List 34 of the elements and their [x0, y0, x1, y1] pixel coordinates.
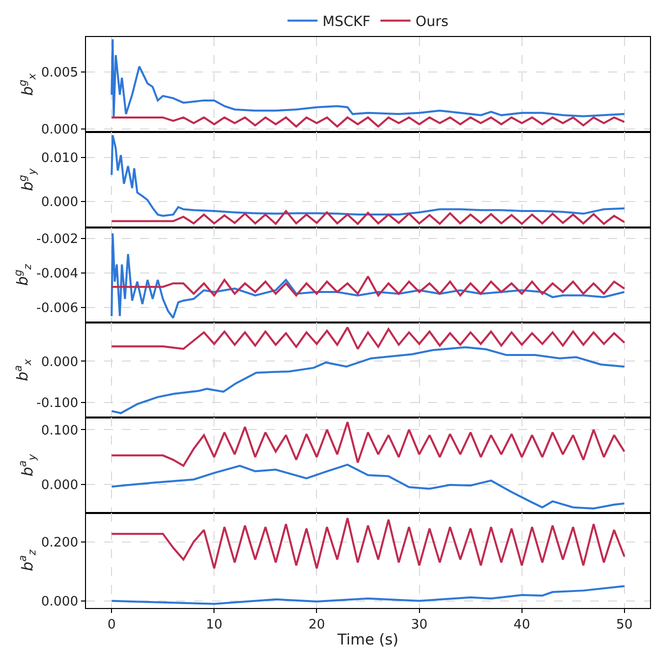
y-tick-label: 0.005 [41, 66, 78, 81]
y-tick-label: 0.000 [41, 194, 78, 210]
line-series [110, 116, 626, 128]
line-series [110, 517, 626, 570]
x-tick-label: 50 [616, 618, 633, 633]
y-tick-label: 0.000 [41, 122, 78, 138]
line-series [110, 326, 626, 350]
line-series [110, 210, 626, 225]
y-tick-label: -0.004 [36, 266, 78, 282]
line-series [110, 346, 626, 414]
x-tick-label: 30 [410, 618, 428, 633]
line-series [110, 38, 626, 118]
line-series [110, 232, 626, 319]
x-axis-title: Time (s) [336, 630, 398, 649]
line-series [110, 275, 626, 296]
y-tick-label: 0.200 [41, 535, 78, 550]
y-tick-label: 0.100 [41, 423, 78, 438]
line-series [110, 585, 626, 605]
y-tick-label: 0.000 [41, 478, 78, 493]
line-series [110, 464, 626, 510]
line-series [110, 134, 626, 217]
y-tick-label: 0.010 [41, 150, 78, 166]
y-tick-label: 0.000 [41, 354, 78, 370]
legend-label: MSCKF [322, 14, 370, 30]
y-tick-label: -0.006 [36, 301, 78, 316]
x-tick-label: 10 [206, 618, 222, 633]
y-tick-label: 0.000 [41, 594, 78, 610]
x-tick-label: 0 [108, 618, 116, 633]
x-tick-label: 20 [308, 618, 326, 633]
y-tick-label: -0.100 [36, 396, 78, 411]
line-series [110, 421, 626, 467]
y-tick-label: -0.002 [36, 232, 78, 248]
legend-label: Ours [415, 14, 448, 30]
x-tick-label: 40 [514, 618, 530, 633]
